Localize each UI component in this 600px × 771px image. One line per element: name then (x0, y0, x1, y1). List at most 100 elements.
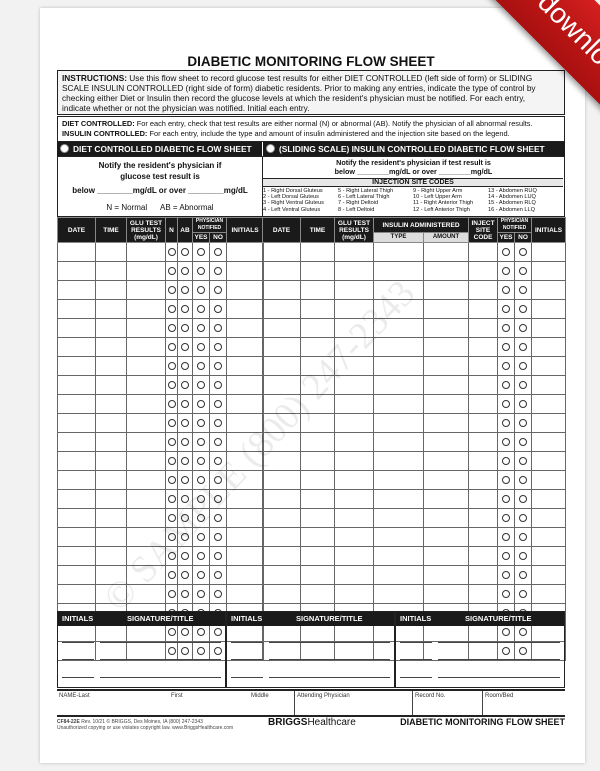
glu-cell[interactable] (126, 242, 166, 262)
radio-circle[interactable] (214, 438, 222, 446)
radio-circle[interactable] (167, 248, 176, 256)
radio-circle[interactable] (167, 438, 176, 446)
date-cell[interactable] (57, 280, 96, 300)
radio-circle[interactable] (197, 457, 205, 465)
radio-circle[interactable] (519, 362, 528, 370)
initials-cell[interactable] (226, 375, 265, 395)
time-cell[interactable] (300, 413, 335, 433)
initials-cell[interactable] (531, 527, 567, 547)
initials-cell[interactable] (226, 451, 265, 471)
type-cell[interactable] (373, 527, 424, 547)
date-cell[interactable] (262, 432, 301, 452)
initials-cell[interactable] (226, 470, 265, 490)
initials-line[interactable] (231, 677, 263, 678)
glu-cell[interactable] (126, 527, 166, 547)
radio-circle[interactable] (214, 343, 222, 351)
amount-cell[interactable] (422, 527, 470, 547)
radio-circle[interactable] (181, 571, 189, 579)
radio-circle[interactable] (167, 533, 176, 541)
radio-circle[interactable] (214, 457, 222, 465)
date-cell[interactable] (262, 318, 301, 338)
radio-circle[interactable] (502, 438, 511, 446)
radio-circle[interactable] (197, 552, 205, 560)
radio-circle[interactable] (214, 286, 222, 294)
radio-circle[interactable] (519, 305, 528, 313)
radio-circle[interactable] (167, 400, 176, 408)
radio-circle[interactable] (167, 362, 176, 370)
radio-circle[interactable] (197, 286, 205, 294)
radio-circle[interactable] (181, 590, 189, 598)
radio-circle[interactable] (167, 343, 176, 351)
initials-cell[interactable] (226, 318, 265, 338)
time-cell[interactable] (95, 565, 127, 585)
time-cell[interactable] (95, 337, 127, 357)
glu-cell[interactable] (334, 432, 374, 452)
radio-circle[interactable] (502, 305, 511, 313)
radio-circle[interactable] (197, 324, 205, 332)
date-cell[interactable] (57, 489, 96, 509)
type-cell[interactable] (373, 489, 424, 509)
radio-circle[interactable] (502, 514, 511, 522)
radio-circle[interactable] (181, 552, 189, 560)
glu-cell[interactable] (334, 527, 374, 547)
time-cell[interactable] (95, 508, 127, 528)
type-cell[interactable] (373, 546, 424, 566)
radio-circle[interactable] (181, 343, 189, 351)
radio-circle[interactable] (214, 476, 222, 484)
site-cell[interactable] (468, 318, 499, 338)
amount-cell[interactable] (422, 565, 470, 585)
signature-line[interactable] (438, 642, 560, 643)
date-cell[interactable] (262, 508, 301, 528)
radio-circle[interactable] (167, 267, 176, 275)
initials-cell[interactable] (226, 356, 265, 376)
date-cell[interactable] (57, 318, 96, 338)
field-4[interactable]: Record No. (412, 691, 482, 715)
radio-circle[interactable] (197, 248, 205, 256)
time-cell[interactable] (95, 546, 127, 566)
date-cell[interactable] (57, 546, 96, 566)
initials-line[interactable] (231, 659, 263, 660)
date-cell[interactable] (57, 299, 96, 319)
amount-cell[interactable] (422, 375, 470, 395)
radio-circle[interactable] (181, 438, 189, 446)
radio-circle[interactable] (502, 419, 511, 427)
radio-circle[interactable] (502, 552, 511, 560)
amount-cell[interactable] (422, 242, 470, 262)
type-cell[interactable] (373, 470, 424, 490)
radio-circle[interactable] (502, 381, 511, 389)
time-cell[interactable] (300, 527, 335, 547)
radio-circle[interactable] (181, 248, 189, 256)
site-cell[interactable] (468, 432, 499, 452)
radio-circle[interactable] (167, 590, 176, 598)
glu-cell[interactable] (334, 394, 374, 414)
initials-cell[interactable] (531, 508, 567, 528)
amount-cell[interactable] (422, 337, 470, 357)
date-cell[interactable] (262, 546, 301, 566)
date-cell[interactable] (262, 337, 301, 357)
radio-circle[interactable] (197, 400, 205, 408)
initials-cell[interactable] (226, 546, 265, 566)
initials-line[interactable] (231, 642, 263, 643)
radio-circle[interactable] (214, 324, 222, 332)
time-cell[interactable] (95, 489, 127, 509)
radio-circle[interactable] (167, 457, 176, 465)
radio-circle[interactable] (181, 400, 189, 408)
signature-line[interactable] (438, 659, 560, 660)
initials-cell[interactable] (531, 413, 567, 433)
signature-line[interactable] (269, 659, 390, 660)
time-cell[interactable] (95, 432, 127, 452)
time-cell[interactable] (95, 318, 127, 338)
date-cell[interactable] (57, 451, 96, 471)
radio-circle[interactable] (214, 419, 222, 427)
time-cell[interactable] (300, 337, 335, 357)
type-cell[interactable] (373, 261, 424, 281)
date-cell[interactable] (262, 527, 301, 547)
glu-cell[interactable] (126, 318, 166, 338)
site-cell[interactable] (468, 356, 499, 376)
radio-circle[interactable] (197, 495, 205, 503)
date-cell[interactable] (57, 375, 96, 395)
radio-circle[interactable] (197, 514, 205, 522)
radio-circle[interactable] (197, 343, 205, 351)
time-cell[interactable] (95, 527, 127, 547)
date-cell[interactable] (262, 242, 301, 262)
